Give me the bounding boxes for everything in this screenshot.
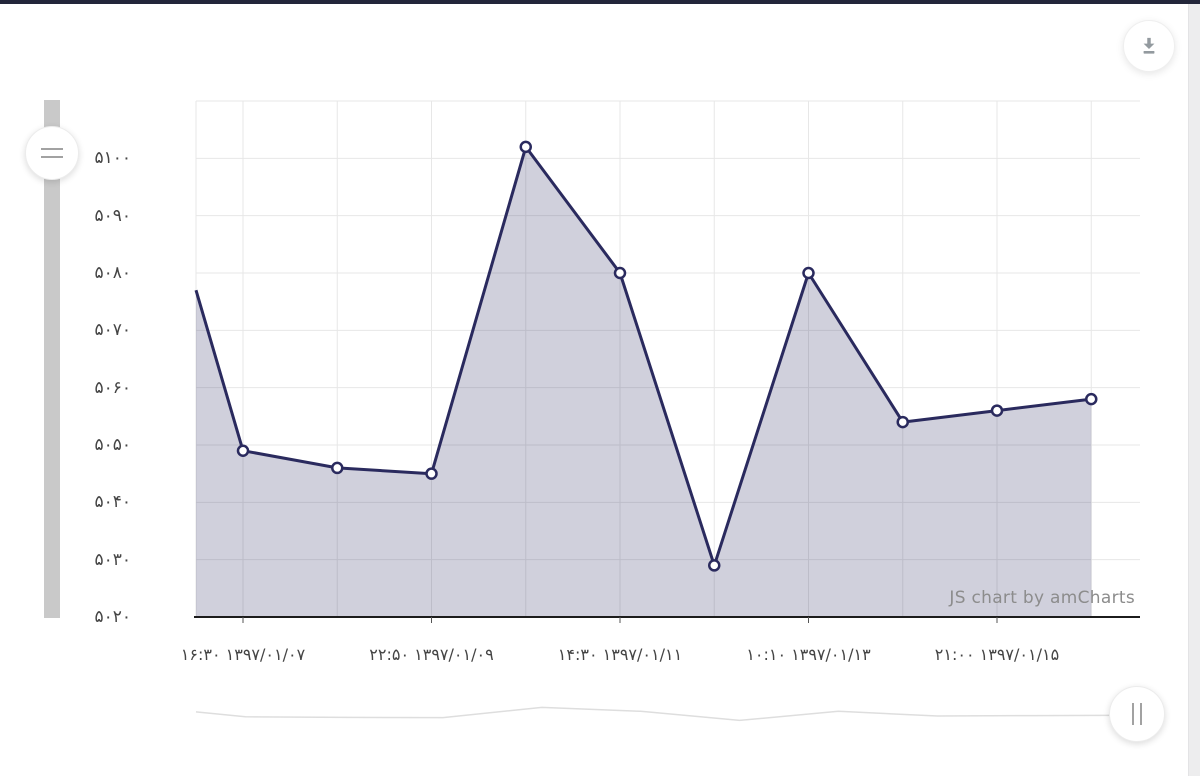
drag-handle-icon — [1132, 703, 1142, 725]
y-axis-tick-label: ۵۰۴۰ — [94, 492, 131, 513]
y-axis-tick-label: ۵۰۹۰ — [94, 205, 131, 226]
y-axis-tick-label: ۵۰۲۰ — [94, 607, 131, 627]
x-axis-tick-label: ۲۱:۰۰ ۱۳۹۷/۰۱/۱۵ — [934, 645, 1060, 664]
amcharts-watermark[interactable]: JS chart by amCharts — [949, 588, 1135, 608]
scrollbar-preview-line — [195, 706, 1136, 722]
page-scrollbar[interactable] — [1188, 4, 1200, 776]
data-point-bullet[interactable] — [990, 404, 1004, 417]
y-axis-tick-label: ۵۱۰۰ — [94, 148, 131, 169]
y-axis-tick-label: ۵۰۶۰ — [94, 377, 131, 398]
y-axis-tick-label: ۵۰۵۰ — [94, 435, 131, 455]
data-point-bullet[interactable] — [236, 444, 250, 457]
download-icon — [1143, 37, 1155, 54]
data-point-bullet[interactable] — [331, 461, 344, 475]
y-axis-tick-label: ۵۰۸۰ — [94, 263, 131, 283]
x-axis-tick-label: ۱۶:۳۰ ۱۳۹۷/۰۱/۰۷ — [180, 645, 306, 664]
export-button[interactable] — [1123, 20, 1175, 72]
data-point-bullet[interactable] — [896, 415, 909, 429]
drag-handle-icon — [41, 148, 63, 158]
y-axis-tick-label: ۵۰۷۰ — [94, 320, 131, 341]
x-axis-tick-label: ۱۴:۳۰ ۱۳۹۷/۰۱/۱۱ — [557, 645, 683, 664]
value-axis-scrollbar-track[interactable] — [44, 100, 60, 618]
data-point-bullet[interactable] — [802, 266, 815, 280]
data-point-bullet[interactable] — [708, 559, 721, 572]
x-axis-tick-label: ۱۰:۱۰ ۱۳۹۷/۰۱/۱۳ — [746, 645, 871, 664]
x-axis-tick-label: ۲۲:۵۰ ۱۳۹۷/۰۱/۰۹ — [369, 645, 494, 664]
zoom-scrollbar-grip[interactable] — [1109, 686, 1165, 742]
data-point-bullet[interactable] — [425, 467, 438, 480]
y-axis-tick-label: ۵۰۳۰ — [94, 549, 131, 570]
data-point-bullet[interactable] — [519, 140, 532, 154]
area-fill — [196, 146, 1092, 617]
data-point-bullet[interactable] — [1085, 392, 1098, 406]
value-axis-scrollbar-grip[interactable] — [25, 126, 79, 180]
window-top-bar — [0, 0, 1200, 4]
data-point-bullet[interactable] — [613, 266, 627, 280]
